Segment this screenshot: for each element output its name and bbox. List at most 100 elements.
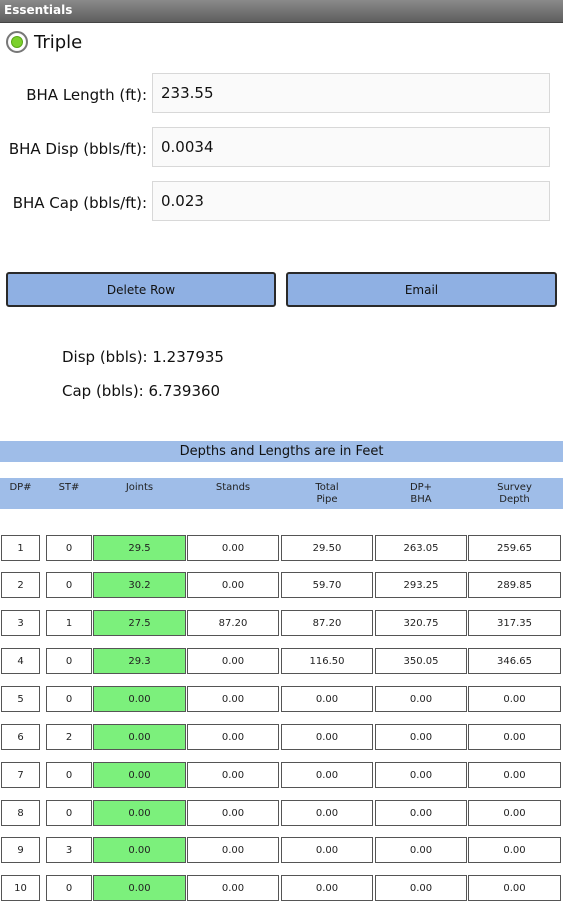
cell-total-pipe[interactable]: 87.20 (281, 610, 373, 636)
cell-joints[interactable]: 0.00 (93, 800, 186, 826)
cell-joints[interactable]: 0.00 (93, 724, 186, 750)
cell-st-number[interactable]: 0 (46, 800, 92, 826)
cell-joints[interactable]: 30.2 (93, 572, 186, 598)
cell-joints[interactable]: 0.00 (93, 837, 186, 863)
cell-dp-number[interactable]: 3 (1, 610, 40, 636)
cell-total-pipe[interactable]: 0.00 (281, 686, 373, 712)
table-row: 7 0 0.00 0.00 0.00 0.00 0.00 (0, 762, 563, 788)
cell-joints[interactable]: 27.5 (93, 610, 186, 636)
table-row: 8 0 0.00 0.00 0.00 0.00 0.00 (0, 800, 563, 826)
cell-survey-depth[interactable]: 0.00 (468, 875, 561, 901)
table-banner: Depths and Lengths are in Feet (0, 441, 563, 462)
cell-stands[interactable]: 0.00 (187, 724, 279, 750)
cell-survey-depth[interactable]: 289.85 (468, 572, 561, 598)
radio-selected-dot (11, 36, 23, 48)
email-button[interactable]: Email (286, 272, 557, 307)
cell-joints[interactable]: 0.00 (93, 686, 186, 712)
cell-stands[interactable]: 0.00 (187, 535, 279, 561)
cell-dp-number[interactable]: 4 (1, 648, 40, 674)
cell-dp-number[interactable]: 9 (1, 837, 40, 863)
bha-cap-label: BHA Cap (bbls/ft): (12, 194, 147, 212)
cell-total-pipe[interactable]: 59.70 (281, 572, 373, 598)
cell-dp-number[interactable]: 5 (1, 686, 40, 712)
cell-dp-number[interactable]: 7 (1, 762, 40, 788)
cell-stands[interactable]: 0.00 (187, 572, 279, 598)
cell-stands[interactable]: 87.20 (187, 610, 279, 636)
cell-survey-depth[interactable]: 317.35 (468, 610, 561, 636)
cell-dp-bha[interactable]: 0.00 (375, 724, 467, 750)
cell-stands[interactable]: 0.00 (187, 875, 279, 901)
cell-dp-number[interactable]: 1 (1, 535, 40, 561)
cell-stands[interactable]: 0.00 (187, 648, 279, 674)
cell-st-number[interactable]: 0 (46, 572, 92, 598)
header-st-number: ST# (58, 482, 80, 493)
table-row: 3 1 27.5 87.20 87.20 320.75 317.35 (0, 610, 563, 636)
cell-total-pipe[interactable]: 0.00 (281, 800, 373, 826)
cell-dp-bha[interactable]: 0.00 (375, 800, 467, 826)
cell-total-pipe[interactable]: 0.00 (281, 837, 373, 863)
radio-label: Triple (34, 31, 83, 53)
table-row: 5 0 0.00 0.00 0.00 0.00 0.00 (0, 686, 563, 712)
cell-st-number[interactable]: 0 (46, 762, 92, 788)
title-bar: Essentials (0, 0, 563, 23)
bha-cap-input[interactable] (152, 181, 550, 221)
bha-length-label: BHA Length (ft): (26, 86, 147, 104)
cell-st-number[interactable]: 3 (46, 837, 92, 863)
cell-st-number[interactable]: 0 (46, 648, 92, 674)
bha-disp-label: BHA Disp (bbls/ft): (8, 140, 147, 158)
table-row: 10 0 0.00 0.00 0.00 0.00 0.00 (0, 875, 563, 901)
cell-dp-bha[interactable]: 0.00 (375, 686, 467, 712)
cap-result: Cap (bbls): 6.739360 (62, 382, 221, 400)
header-survey-depth: Survey Depth (497, 482, 532, 505)
cell-st-number[interactable]: 0 (46, 875, 92, 901)
cell-dp-bha[interactable]: 350.05 (375, 648, 467, 674)
cell-survey-depth[interactable]: 0.00 (468, 686, 561, 712)
cell-stands[interactable]: 0.00 (187, 686, 279, 712)
cell-dp-bha[interactable]: 0.00 (375, 837, 467, 863)
cell-survey-depth[interactable]: 346.65 (468, 648, 561, 674)
triple-radio-option[interactable]: Triple (6, 28, 82, 56)
header-dp-bha: DP+ BHA (409, 482, 433, 505)
cell-dp-number[interactable]: 2 (1, 572, 40, 598)
cell-survey-depth[interactable]: 259.65 (468, 535, 561, 561)
delete-row-button[interactable]: Delete Row (6, 272, 276, 307)
table-row: 6 2 0.00 0.00 0.00 0.00 0.00 (0, 724, 563, 750)
cell-stands[interactable]: 0.00 (187, 762, 279, 788)
header-stands: Stands (215, 482, 251, 493)
cell-st-number[interactable]: 0 (46, 535, 92, 561)
header-dp-number: DP# (9, 482, 32, 493)
cell-survey-depth[interactable]: 0.00 (468, 800, 561, 826)
cell-total-pipe[interactable]: 0.00 (281, 724, 373, 750)
cell-total-pipe[interactable]: 0.00 (281, 762, 373, 788)
cell-dp-bha[interactable]: 263.05 (375, 535, 467, 561)
cell-survey-depth[interactable]: 0.00 (468, 837, 561, 863)
cell-st-number[interactable]: 1 (46, 610, 92, 636)
cell-survey-depth[interactable]: 0.00 (468, 724, 561, 750)
cell-total-pipe[interactable]: 116.50 (281, 648, 373, 674)
cell-dp-bha[interactable]: 0.00 (375, 875, 467, 901)
cell-st-number[interactable]: 2 (46, 724, 92, 750)
bha-disp-input[interactable] (152, 127, 550, 167)
cell-total-pipe[interactable]: 29.50 (281, 535, 373, 561)
cell-dp-number[interactable]: 8 (1, 800, 40, 826)
cell-dp-bha[interactable]: 0.00 (375, 762, 467, 788)
cell-dp-bha[interactable]: 293.25 (375, 572, 467, 598)
header-joints: Joints (125, 482, 154, 493)
table-header: DP# ST# Joints Stands Total Pipe DP+ BHA Surve… (0, 478, 563, 509)
cell-total-pipe[interactable]: 0.00 (281, 875, 373, 901)
cell-survey-depth[interactable]: 0.00 (468, 762, 561, 788)
cell-joints[interactable]: 29.5 (93, 535, 186, 561)
cell-dp-number[interactable]: 10 (1, 875, 40, 901)
cell-stands[interactable]: 0.00 (187, 837, 279, 863)
cell-stands[interactable]: 0.00 (187, 800, 279, 826)
cell-dp-number[interactable]: 6 (1, 724, 40, 750)
cell-joints[interactable]: 0.00 (93, 762, 186, 788)
table-row: 2 0 30.2 0.00 59.70 293.25 289.85 (0, 572, 563, 598)
cell-joints[interactable]: 29.3 (93, 648, 186, 674)
bha-length-input[interactable] (152, 73, 550, 113)
radio-button-icon[interactable] (6, 31, 28, 53)
cell-dp-bha[interactable]: 320.75 (375, 610, 467, 636)
cell-st-number[interactable]: 0 (46, 686, 92, 712)
cell-joints[interactable]: 0.00 (93, 875, 186, 901)
table-row: 9 3 0.00 0.00 0.00 0.00 0.00 (0, 837, 563, 863)
